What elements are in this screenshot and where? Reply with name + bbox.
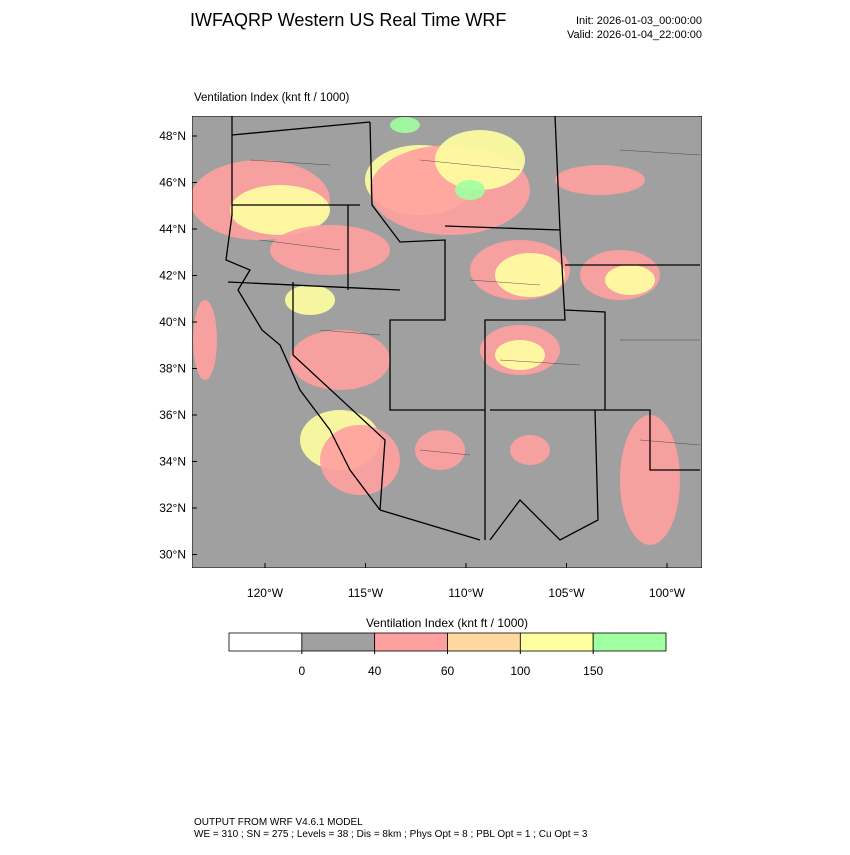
colorbar: 0 40 60 100 150 <box>228 632 667 678</box>
colorbar-tick-label: 60 <box>441 664 455 678</box>
lat-tick-label: 32°N <box>159 501 186 515</box>
field-area <box>555 165 645 195</box>
lon-tick-label: 105°W <box>548 586 585 600</box>
valid-time: Valid: 2026-01-04_22:00:00 <box>567 29 702 41</box>
field-area <box>290 330 390 390</box>
field-area <box>390 117 420 133</box>
lat-tick-label: 44°N <box>159 222 186 236</box>
lon-tick-label: 115°W <box>348 586 384 600</box>
field-area <box>193 300 217 380</box>
field-label: Ventilation Index (knt ft / 1000) <box>194 92 350 104</box>
colorbar-box <box>374 632 448 652</box>
colorbar-tick-label: 40 <box>368 664 382 678</box>
field-area <box>495 340 545 370</box>
lat-tick-label: 30°N <box>159 548 186 562</box>
lat-tick-label: 34°N <box>159 455 186 469</box>
colorbar-tick-label: 0 <box>298 664 305 678</box>
lat-tick-label: 38°N <box>159 362 186 376</box>
lat-tick-label: 40°N <box>159 315 186 329</box>
lat-tick-label: 42°N <box>159 269 186 283</box>
field-area <box>435 130 525 190</box>
colorbar-tick-label: 150 <box>583 664 603 678</box>
lat-tick-label: 48°N <box>159 129 186 143</box>
colorbar-tick-label: 100 <box>510 664 530 678</box>
colorbar-box <box>447 632 521 652</box>
footer-line: OUTPUT FROM WRF V4.6.1 MODEL <box>194 817 363 828</box>
field-area <box>415 430 465 470</box>
colorbar-box <box>228 632 303 652</box>
field-area <box>510 435 550 465</box>
field-area <box>230 185 330 235</box>
colorbar-box <box>592 632 667 652</box>
state-borders <box>227 116 700 541</box>
colorbar-title: Ventilation Index (knt ft / 1000) <box>366 616 528 630</box>
county-lines <box>249 149 701 456</box>
field-area <box>320 425 400 495</box>
field-area <box>270 225 390 275</box>
lon-tick-label: 100°W <box>649 586 686 600</box>
coastline <box>225 116 381 511</box>
field-area <box>455 180 485 200</box>
init-time: Init: 2026-01-03_00:00:00 <box>576 15 702 27</box>
field-area <box>605 265 655 295</box>
title: IWFAQRP Western US Real Time WRF <box>190 10 506 30</box>
field-area <box>285 285 335 315</box>
lat-tick-label: 36°N <box>159 408 186 422</box>
lat-tick-label: 46°N <box>159 176 186 190</box>
borders <box>192 116 702 568</box>
field-area <box>495 253 565 297</box>
field-area <box>620 415 680 545</box>
colorbar-box <box>519 632 594 652</box>
lon-tick-label: 110°W <box>448 586 484 600</box>
colorbar-box <box>301 632 376 652</box>
footer-line: WE = 310 ; SN = 275 ; Levels = 38 ; Dis … <box>194 829 588 840</box>
lon-tick-label: 120°W <box>247 586 284 600</box>
map <box>192 116 702 568</box>
